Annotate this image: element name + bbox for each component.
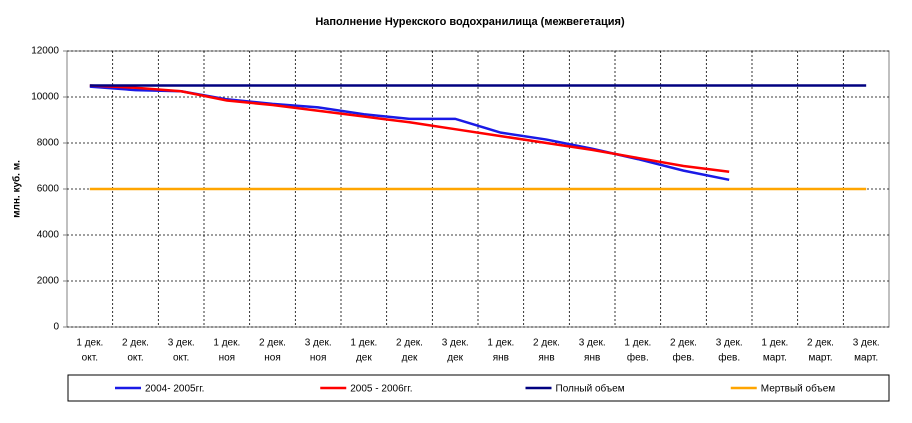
y-tick-label: 12000 <box>31 46 59 57</box>
x-tick-label: окт. <box>127 353 143 364</box>
x-tick-label: ноя <box>310 353 327 364</box>
x-tick-label: дек <box>447 353 463 364</box>
x-tick-label: 3 дек. <box>716 338 743 349</box>
legend-label: 2005 - 2006гг. <box>350 384 412 395</box>
x-tick-label: янв <box>493 353 509 364</box>
y-tick-label: 4000 <box>37 230 60 241</box>
x-tick-label: 2 дек. <box>259 338 286 349</box>
x-tick-label: окт. <box>82 353 98 364</box>
x-tick-label: 3 дек. <box>168 338 195 349</box>
x-tick-label: янв <box>584 353 600 364</box>
y-tick-label: 0 <box>53 322 59 333</box>
legend-label: Мертвый объем <box>761 383 836 395</box>
x-tick-label: март. <box>808 353 832 364</box>
x-tick-label: 1 дек. <box>350 338 377 349</box>
y-axis-label: млн. куб. м. <box>11 160 23 218</box>
x-tick-label: 1 дек. <box>487 338 514 349</box>
x-tick-label: март. <box>854 353 878 364</box>
x-tick-label: 1 дек. <box>213 338 240 349</box>
x-tick-label: 3 дек. <box>305 338 332 349</box>
x-tick-label: фев. <box>627 352 649 364</box>
x-tick-label: 2 дек. <box>533 338 560 349</box>
legend-label: Полный объем <box>556 383 625 395</box>
x-tick-label: 3 дек. <box>579 338 606 349</box>
x-tick-label: фев. <box>673 352 695 364</box>
x-tick-label: март. <box>763 353 787 364</box>
x-tick-label: 2 дек. <box>807 338 834 349</box>
x-tick-label: 3 дек. <box>442 338 469 349</box>
chart-title: Наполнение Нурекского водохранилища (меж… <box>315 16 625 28</box>
x-tick-label: дек <box>402 353 418 364</box>
y-tick-label: 2000 <box>37 276 60 287</box>
x-tick-label: 1 дек. <box>76 338 103 349</box>
x-tick-label: 1 дек. <box>761 338 788 349</box>
y-tick-label: 10000 <box>31 92 59 103</box>
legend-label: 2004- 2005гг. <box>145 384 204 395</box>
x-tick-label: янв <box>538 353 554 364</box>
x-tick-label: фев. <box>718 352 740 364</box>
x-tick-label: 2 дек. <box>122 338 149 349</box>
x-tick-label: 2 дек. <box>396 338 423 349</box>
x-tick-label: дек <box>356 353 372 364</box>
y-tick-label: 8000 <box>37 138 60 149</box>
x-tick-label: ноя <box>264 353 281 364</box>
series-line <box>89 84 730 173</box>
y-tick-label: 6000 <box>37 184 60 195</box>
x-tick-label: 2 дек. <box>670 338 697 349</box>
x-tick-label: окт. <box>173 353 189 364</box>
x-tick-label: 3 дек. <box>853 338 880 349</box>
x-tick-label: ноя <box>219 353 236 364</box>
x-tick-label: 1 дек. <box>624 338 651 349</box>
